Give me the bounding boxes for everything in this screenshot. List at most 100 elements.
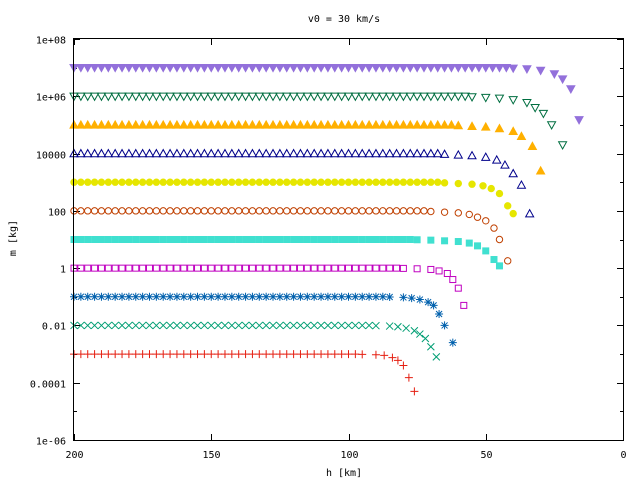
data-point [269,264,277,272]
data-point [406,178,414,186]
data-point [296,236,304,243]
data-point [207,207,215,215]
data-point [247,63,258,73]
data-point [124,148,134,158]
data-point [207,321,216,330]
series-10 [70,350,419,396]
data-point [372,236,380,243]
data-point [84,178,92,186]
data-point [131,292,140,301]
data-point [110,119,121,129]
data-point [83,292,92,301]
data-point [344,178,353,186]
data-point [255,321,264,330]
data-point [419,148,429,158]
data-point [379,178,387,186]
data-point [110,148,121,158]
data-point [351,178,360,186]
data-point [435,310,444,319]
data-point [132,178,140,186]
data-point [97,350,106,359]
data-point [213,119,223,129]
data-point [130,119,141,129]
data-point [282,292,291,301]
data-point [405,92,416,102]
data-point [159,207,167,215]
data-point [178,119,189,129]
data-point [413,265,421,273]
data-point [310,292,319,301]
data-point [501,63,512,73]
data-point [412,119,422,129]
data-point [213,92,223,102]
data-point [385,178,394,186]
data-point [289,321,298,330]
data-point [139,264,147,272]
data-point [227,350,236,359]
data-point [138,350,147,359]
data-point [104,292,113,301]
data-point [125,178,133,186]
data-point [268,148,278,158]
data-point [429,301,438,310]
data-point [247,119,258,129]
data-point [391,148,402,158]
data-point [420,207,428,215]
data-point [173,236,181,243]
data-point [165,119,175,129]
data-point [365,236,373,243]
data-point [365,321,373,330]
data-point [281,63,292,73]
data-point [350,148,361,158]
data-point [235,207,243,215]
data-point [535,66,546,76]
data-point [158,148,169,158]
data-point [275,119,285,129]
data-point [331,236,339,243]
data-point [398,63,409,73]
data-point [84,236,92,243]
x-axis-label: h [km] [326,468,362,479]
data-point [185,148,196,158]
data-point [419,92,429,102]
data-point [90,292,99,301]
data-point [474,63,484,73]
data-point [275,63,285,73]
data-point [465,210,473,219]
data-point [248,350,257,359]
data-point [439,63,450,73]
data-point [380,351,389,360]
data-point [557,141,568,150]
data-point [391,119,402,129]
data-point [214,236,222,243]
data-point [302,148,313,158]
data-point [283,236,291,243]
data-point [317,178,325,186]
data-point [336,119,347,129]
data-point [178,148,189,158]
data-point [440,208,449,216]
data-point [329,148,340,158]
data-point [453,120,464,130]
data-point [344,207,353,215]
data-point [200,178,209,186]
data-point [351,350,360,359]
data-point [145,321,154,330]
data-point [261,119,271,129]
data-point [377,63,388,73]
data-point [77,264,85,272]
data-point [118,350,127,359]
data-point [281,148,292,158]
data-point [248,178,257,186]
data-point [178,63,189,73]
data-point [344,321,353,330]
data-point [220,92,230,102]
data-point [480,152,491,161]
data-point [200,264,208,272]
data-point [410,387,419,396]
data-point [372,321,380,330]
data-point [234,321,243,330]
data-point [412,148,422,158]
y-tick-label: 0.0001 [30,380,66,391]
data-point [323,292,332,301]
